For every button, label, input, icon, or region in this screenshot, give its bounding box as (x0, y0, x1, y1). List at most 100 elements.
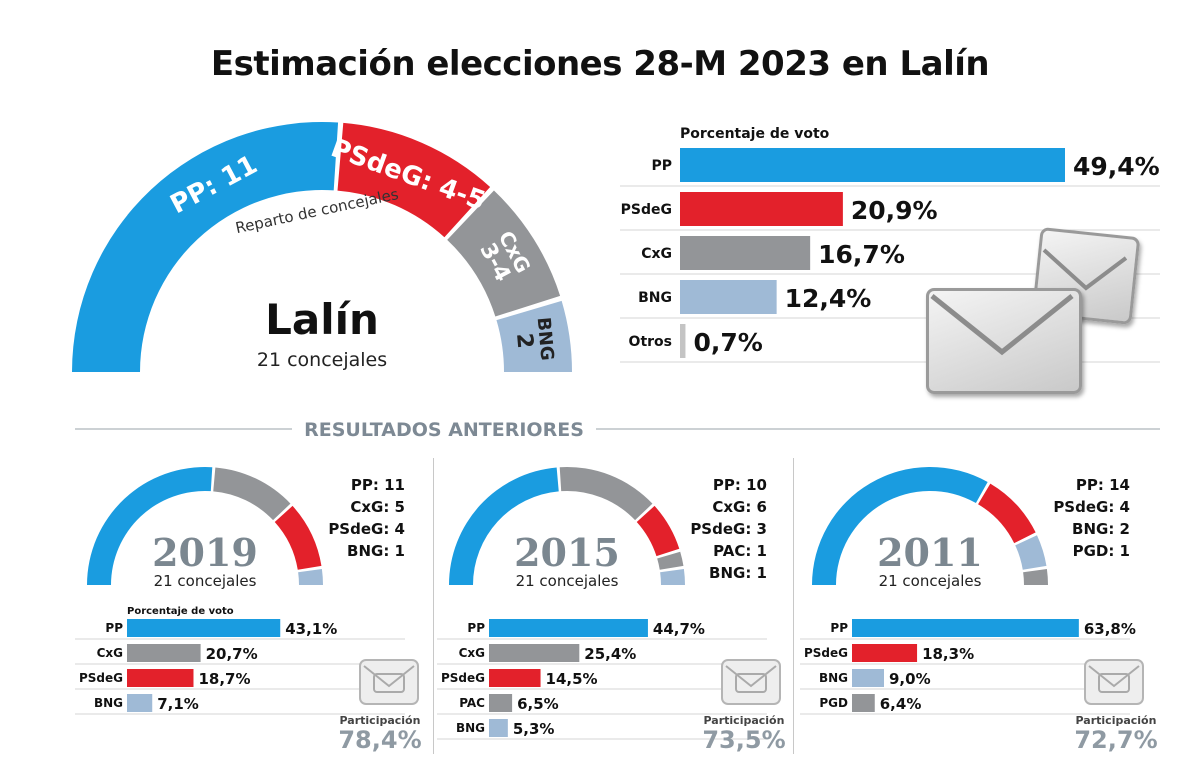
envelope-icon (359, 659, 419, 705)
bar-pgd (852, 694, 875, 712)
bar-category-label: PP (651, 158, 672, 174)
seat-arc-pp (449, 467, 559, 585)
bar-category-label: CxG (97, 646, 123, 660)
column-divider (433, 458, 434, 754)
seat-arc-bng (660, 568, 685, 585)
council-size: 21 concejales (516, 572, 619, 590)
bar-bng (489, 719, 508, 737)
bar-value-label: 18,7% (198, 670, 250, 688)
bar-category-label: PSdeG (804, 646, 848, 660)
bar-pp (852, 619, 1079, 637)
bar-category-label: BNG (94, 696, 123, 710)
seat-arc-pp (72, 122, 339, 372)
bar-category-label: PSdeG (621, 202, 672, 218)
bar-category-label: PP (467, 621, 485, 635)
bar-chart-title: Porcentaje de voto (127, 606, 234, 617)
seat-arc-bng (298, 568, 323, 585)
seat-count-text: PGD: 1 (1073, 542, 1130, 560)
seat-arc-cxg (447, 190, 561, 317)
bar-psdeg (127, 669, 194, 687)
bar-value-label: 6,4% (880, 695, 922, 713)
bar-value-label: 0,7% (693, 328, 762, 357)
bar-otros (680, 324, 686, 358)
council-size: 21 concejales (879, 572, 982, 590)
seat-count-text: PAC: 1 (713, 542, 767, 560)
bar-pp (680, 148, 1065, 182)
bar-category-label: BNG (819, 671, 848, 685)
bar-category-label: CxG (641, 246, 672, 262)
bar-value-label: 20,7% (206, 645, 258, 663)
year-label: 2015 (514, 530, 620, 575)
seat-arc-pp (812, 466, 988, 585)
participation-label: Participación (339, 714, 421, 727)
seat-count-text: BNG: 1 (347, 542, 405, 560)
bar-cxg (127, 644, 201, 662)
bar-bng (680, 280, 777, 314)
bar-value-label: 49,4% (1073, 152, 1160, 181)
bar-pp (489, 619, 648, 637)
bar-value-label: 5,3% (513, 720, 555, 738)
bar-value-label: 20,9% (851, 196, 938, 225)
page-title: Estimación elecciones 28-M 2023 en Lalín (210, 44, 990, 84)
municipality-name: Lalín (265, 295, 379, 344)
participation-value: 78,4% (338, 726, 422, 754)
ballot-icon (1098, 673, 1130, 693)
seat-label-bng-name: BNG (533, 316, 558, 361)
bar-value-label: 12,4% (785, 284, 872, 313)
seat-count-text: PSdeG: 4 (1053, 498, 1130, 516)
bar-category-label: PP (830, 621, 848, 635)
bar-bng (852, 669, 884, 687)
seat-count-text: PP: 14 (1076, 476, 1130, 494)
separator-label: RESULTADOS ANTERIORES (304, 419, 584, 441)
seat-arc-psdeg (978, 483, 1036, 544)
bar-value-label: 43,1% (285, 620, 337, 638)
seat-arc-pp (87, 467, 213, 585)
seat-arc-pgd (1023, 568, 1049, 585)
seat-count-text: BNG: 2 (1072, 520, 1130, 538)
seat-arc-bng (1015, 535, 1047, 570)
seat-count-text: PSdeG: 3 (690, 520, 767, 538)
bar-value-label: 9,0% (889, 670, 931, 688)
envelope-flap-icon (363, 665, 415, 688)
ballot-icon (735, 673, 767, 693)
bar-category-label: PSdeG (441, 671, 485, 685)
seat-count-text: PSdeG: 4 (328, 520, 405, 538)
participation-label: Participación (703, 714, 785, 727)
bar-category-label: PP (105, 621, 123, 635)
bar-value-label: 7,1% (157, 695, 199, 713)
bar-pac (489, 694, 513, 712)
column-divider (793, 458, 794, 754)
bar-psdeg (852, 644, 918, 662)
bar-category-label: Otros (629, 334, 672, 350)
bar-category-label: BNG (456, 721, 485, 735)
seat-arc-pac (657, 551, 684, 570)
bar-psdeg (489, 669, 541, 687)
year-label: 2019 (152, 530, 258, 575)
bar-category-label: CxG (459, 646, 485, 660)
bar-pp (127, 619, 281, 637)
envelope-icon (1084, 659, 1144, 705)
bar-value-label: 44,7% (653, 620, 705, 638)
envelope-flap-icon (725, 665, 777, 688)
bar-category-label: BNG (638, 290, 672, 306)
seat-arc-psdeg (337, 122, 491, 238)
participation-value: 72,7% (1074, 726, 1158, 754)
bar-value-label: 25,4% (584, 645, 636, 663)
seat-count-text: PP: 11 (351, 476, 405, 494)
seat-arc-cxg (559, 466, 653, 521)
seat-label-bng-seats: 2 (511, 332, 537, 349)
participation-value: 73,5% (702, 726, 786, 754)
bar-bng (127, 694, 153, 712)
seat-count-text: CxG: 5 (350, 498, 405, 516)
bar-value-label: 16,7% (818, 240, 905, 269)
bar-value-label: 18,3% (922, 645, 974, 663)
bar-value-label: 63,8% (1084, 620, 1136, 638)
seat-count-text: CxG: 6 (712, 498, 767, 516)
seat-arc-cxg (213, 467, 291, 521)
year-label: 2011 (877, 530, 983, 575)
bar-cxg (680, 236, 811, 270)
